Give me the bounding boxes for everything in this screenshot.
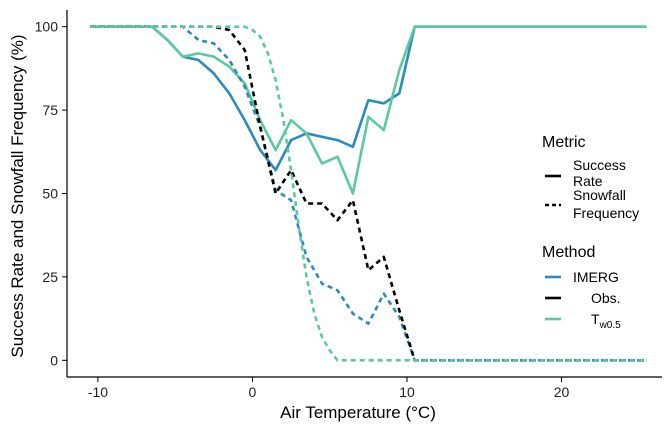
legend-label-snowfall-line2: Frequency <box>573 205 639 221</box>
y-tick-label: 75 <box>42 102 58 118</box>
y-tick-label: 0 <box>50 352 58 368</box>
x-axis-title: Air Temperature (°C) <box>280 403 436 422</box>
y-tick-label: 50 <box>42 186 58 202</box>
y-axis-title: Success Rate and Snowfall Frequency (%) <box>8 34 27 357</box>
axes: -10 0 10 20 0 25 50 75 100 <box>35 10 662 400</box>
x-tick-label: -10 <box>88 384 108 400</box>
plot-area <box>90 25 647 362</box>
legend-label-snowfall-line1: Snowfall <box>573 187 626 203</box>
y-tick-label: 25 <box>42 269 58 285</box>
legend-label-imerg: IMERG <box>573 269 619 285</box>
x-tick-label: 10 <box>399 384 415 400</box>
legend-title-method: Method <box>542 244 595 261</box>
legend-label-tw: Tw0.5 <box>591 311 621 331</box>
legend-label-subscript: w0.5 <box>599 320 622 331</box>
y-tick-label: 100 <box>35 19 59 35</box>
series-line-obs-snowfall <box>90 25 647 362</box>
series-line-tw-snowfall <box>90 25 647 362</box>
x-tick-label: 0 <box>249 384 257 400</box>
legend-label-success-line1: Success <box>573 157 626 173</box>
legend-label-success-line2: Rate <box>573 173 603 189</box>
legend-title-metric: Metric <box>542 134 586 151</box>
x-tick-label: 20 <box>554 384 570 400</box>
series-line-imerg-snowfall <box>90 25 647 362</box>
legend-label-obs: Obs. <box>591 290 621 306</box>
series-line-tw-success <box>90 25 647 195</box>
